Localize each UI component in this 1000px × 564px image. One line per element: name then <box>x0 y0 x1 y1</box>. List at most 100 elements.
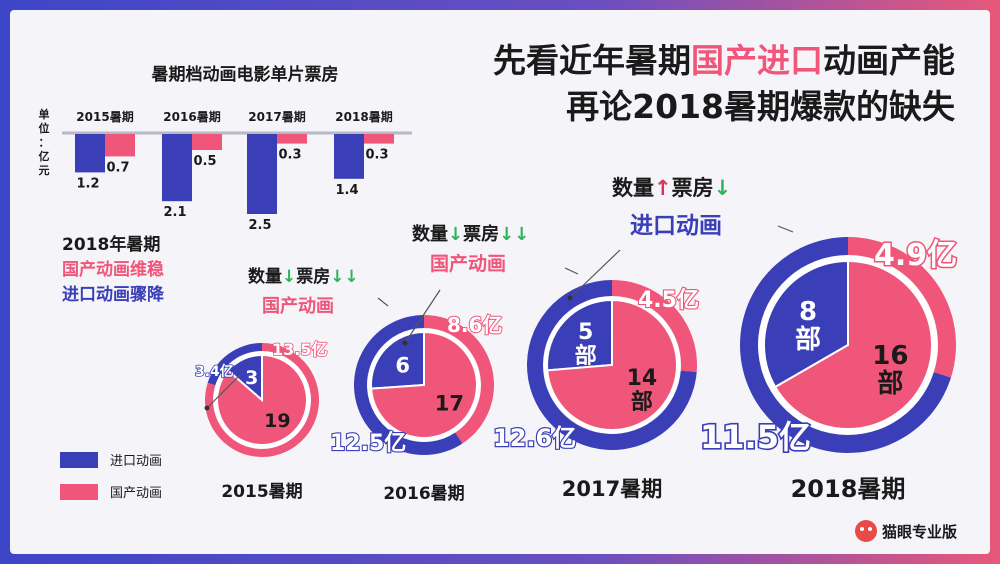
cat-logo-eye-left <box>860 527 864 531</box>
bar-imported <box>162 134 192 202</box>
callout-3: 数量↑票房↓ 进口动画 <box>612 176 731 239</box>
pointer-dot <box>402 340 408 346</box>
callout-arrow2: ↓↓ <box>499 224 529 245</box>
box-label-imported: 3.4亿 <box>195 363 234 380</box>
bar-value-label: 0.3 <box>365 148 388 163</box>
ring-domestic <box>848 237 956 378</box>
pie-domestic <box>773 259 933 430</box>
box-label-imported: 11.5亿 <box>700 418 811 456</box>
callout-subject: 进口动画 <box>630 213 722 239</box>
brand: 猫眼专业版 <box>855 520 957 542</box>
callout-metric1: 数量 <box>412 223 448 245</box>
unit-char: 亿 <box>39 149 50 163</box>
pie-domestic <box>216 353 308 446</box>
headline-line1: 先看近年暑期国产进口动画产能 <box>493 41 955 80</box>
bar-value-label: 2.5 <box>248 218 271 233</box>
callout-arrow2: ↓↓ <box>330 267 359 287</box>
box-label-domestic: 4.9亿 <box>874 238 957 273</box>
callout-metric1: 数量 <box>248 266 282 287</box>
legend: 进口动画 国产动画 <box>60 452 162 501</box>
pie-imported <box>763 259 850 389</box>
summary-line3: 进口动画骤降 <box>62 284 165 305</box>
bar-domestic <box>277 134 307 144</box>
box-label-imported: 12.6亿 <box>493 424 576 452</box>
callout-arrow1: ↑ <box>654 176 672 200</box>
count-imported: 6 <box>395 353 410 377</box>
pie-domestic <box>370 330 478 439</box>
callout-metric2: 票房 <box>463 223 499 245</box>
bar-value-label: 0.3 <box>278 148 301 163</box>
bar-value-label: 0.7 <box>106 160 129 175</box>
callout-subject: 国产动画 <box>430 252 506 275</box>
count-imported: 3 <box>245 367 258 389</box>
headline-line1-suffix: 动画产能 <box>823 41 955 80</box>
ring-domestic <box>424 315 494 444</box>
bar-category-label: 2018暑期 <box>335 109 392 124</box>
bar-domestic <box>364 134 394 144</box>
bar-domestic <box>192 134 222 150</box>
bar-chart: 2015暑期 1.2 0.7 2016暑期 2.1 0.5 2017暑期 2.5 0.3 2018… <box>62 109 412 233</box>
pie-imported <box>370 330 426 390</box>
callout-metric1: 数量 <box>612 176 654 200</box>
count-imported-number: 5 <box>578 320 593 345</box>
pie-imported <box>546 298 614 372</box>
box-label-domestic: 8.6亿 <box>447 313 502 337</box>
callout-subject: 国产动画 <box>262 295 334 317</box>
legend-label-domestic: 国产动画 <box>110 486 162 501</box>
callout-arrow1: ↓ <box>448 224 463 245</box>
bar-value-label: 2.1 <box>163 205 186 220</box>
arrow-tick-2017 <box>564 267 579 275</box>
callout-metrics: 数量↓票房↓↓ <box>412 223 529 245</box>
unit-char: ： <box>39 136 50 149</box>
count-domestic: 19 <box>264 410 290 432</box>
bar-chart-unit: 单位：亿元 <box>39 107 50 177</box>
legend-swatch-imported <box>60 452 98 468</box>
pointer-dot <box>567 295 573 301</box>
period-label: 2017暑期 <box>562 477 662 501</box>
callout-metric2: 票房 <box>672 176 714 200</box>
cat-logo-eye-right <box>868 527 872 531</box>
count-domestic-unit: 部 <box>877 369 903 399</box>
donut-2: 6 17 2016暑期 <box>353 315 494 504</box>
callout-metrics: 数量↓票房↓↓ <box>248 266 359 287</box>
legend-label-imported: 进口动画 <box>110 454 162 469</box>
donut-charts: 3192015暑期6172016暑期5部14部2017暑期8部16部2018暑期… <box>194 237 958 505</box>
pie-domestic <box>546 298 678 431</box>
bar-chart-title: 暑期档动画电影单片票房 <box>152 64 339 85</box>
headline-highlight: 国产进口 <box>691 41 823 80</box>
bar-category-label: 2017暑期 <box>248 109 305 124</box>
count-domestic: 17 <box>435 391 464 415</box>
summary-line1: 2018年暑期 <box>62 234 160 255</box>
bar-imported <box>75 134 105 173</box>
ring-imported <box>353 315 463 456</box>
bar-imported <box>334 134 364 179</box>
count-domestic-number: 14 <box>627 366 658 391</box>
cat-logo-icon <box>855 520 877 542</box>
box-label-imported: 12.5亿 <box>330 431 406 456</box>
bar-domestic <box>105 134 135 157</box>
callout-metrics: 数量↑票房↓ <box>612 176 731 200</box>
headline-line2: 再论2018暑期爆款的缺失 <box>566 87 956 126</box>
pointer-dot <box>204 405 210 411</box>
headline-line1-prefix: 先看近年暑期 <box>493 41 691 80</box>
legend-swatch-domestic <box>60 484 98 500</box>
pointer-2015 <box>206 374 241 409</box>
callout-arrow2: ↓ <box>714 176 732 200</box>
unit-char: 位 <box>39 121 50 135</box>
count-imported-unit: 部 <box>575 343 597 369</box>
pointer-2017 <box>569 249 621 299</box>
callout-1: 数量↓票房↓↓ 国产动画 <box>248 266 359 317</box>
arrow-tick-2016 <box>377 297 389 307</box>
count-imported-unit: 部 <box>795 325 821 355</box>
bar-value-label: 0.5 <box>193 154 216 169</box>
period-label: 2015暑期 <box>221 482 302 502</box>
ring-domestic <box>612 280 697 373</box>
box-label-domestic: 13.5亿 <box>272 340 327 359</box>
period-label: 2016暑期 <box>383 484 464 504</box>
callout-metric2: 票房 <box>296 266 330 287</box>
callout-2: 数量↓票房↓↓ 国产动画 <box>412 223 529 275</box>
pointer-2016 <box>404 289 441 344</box>
